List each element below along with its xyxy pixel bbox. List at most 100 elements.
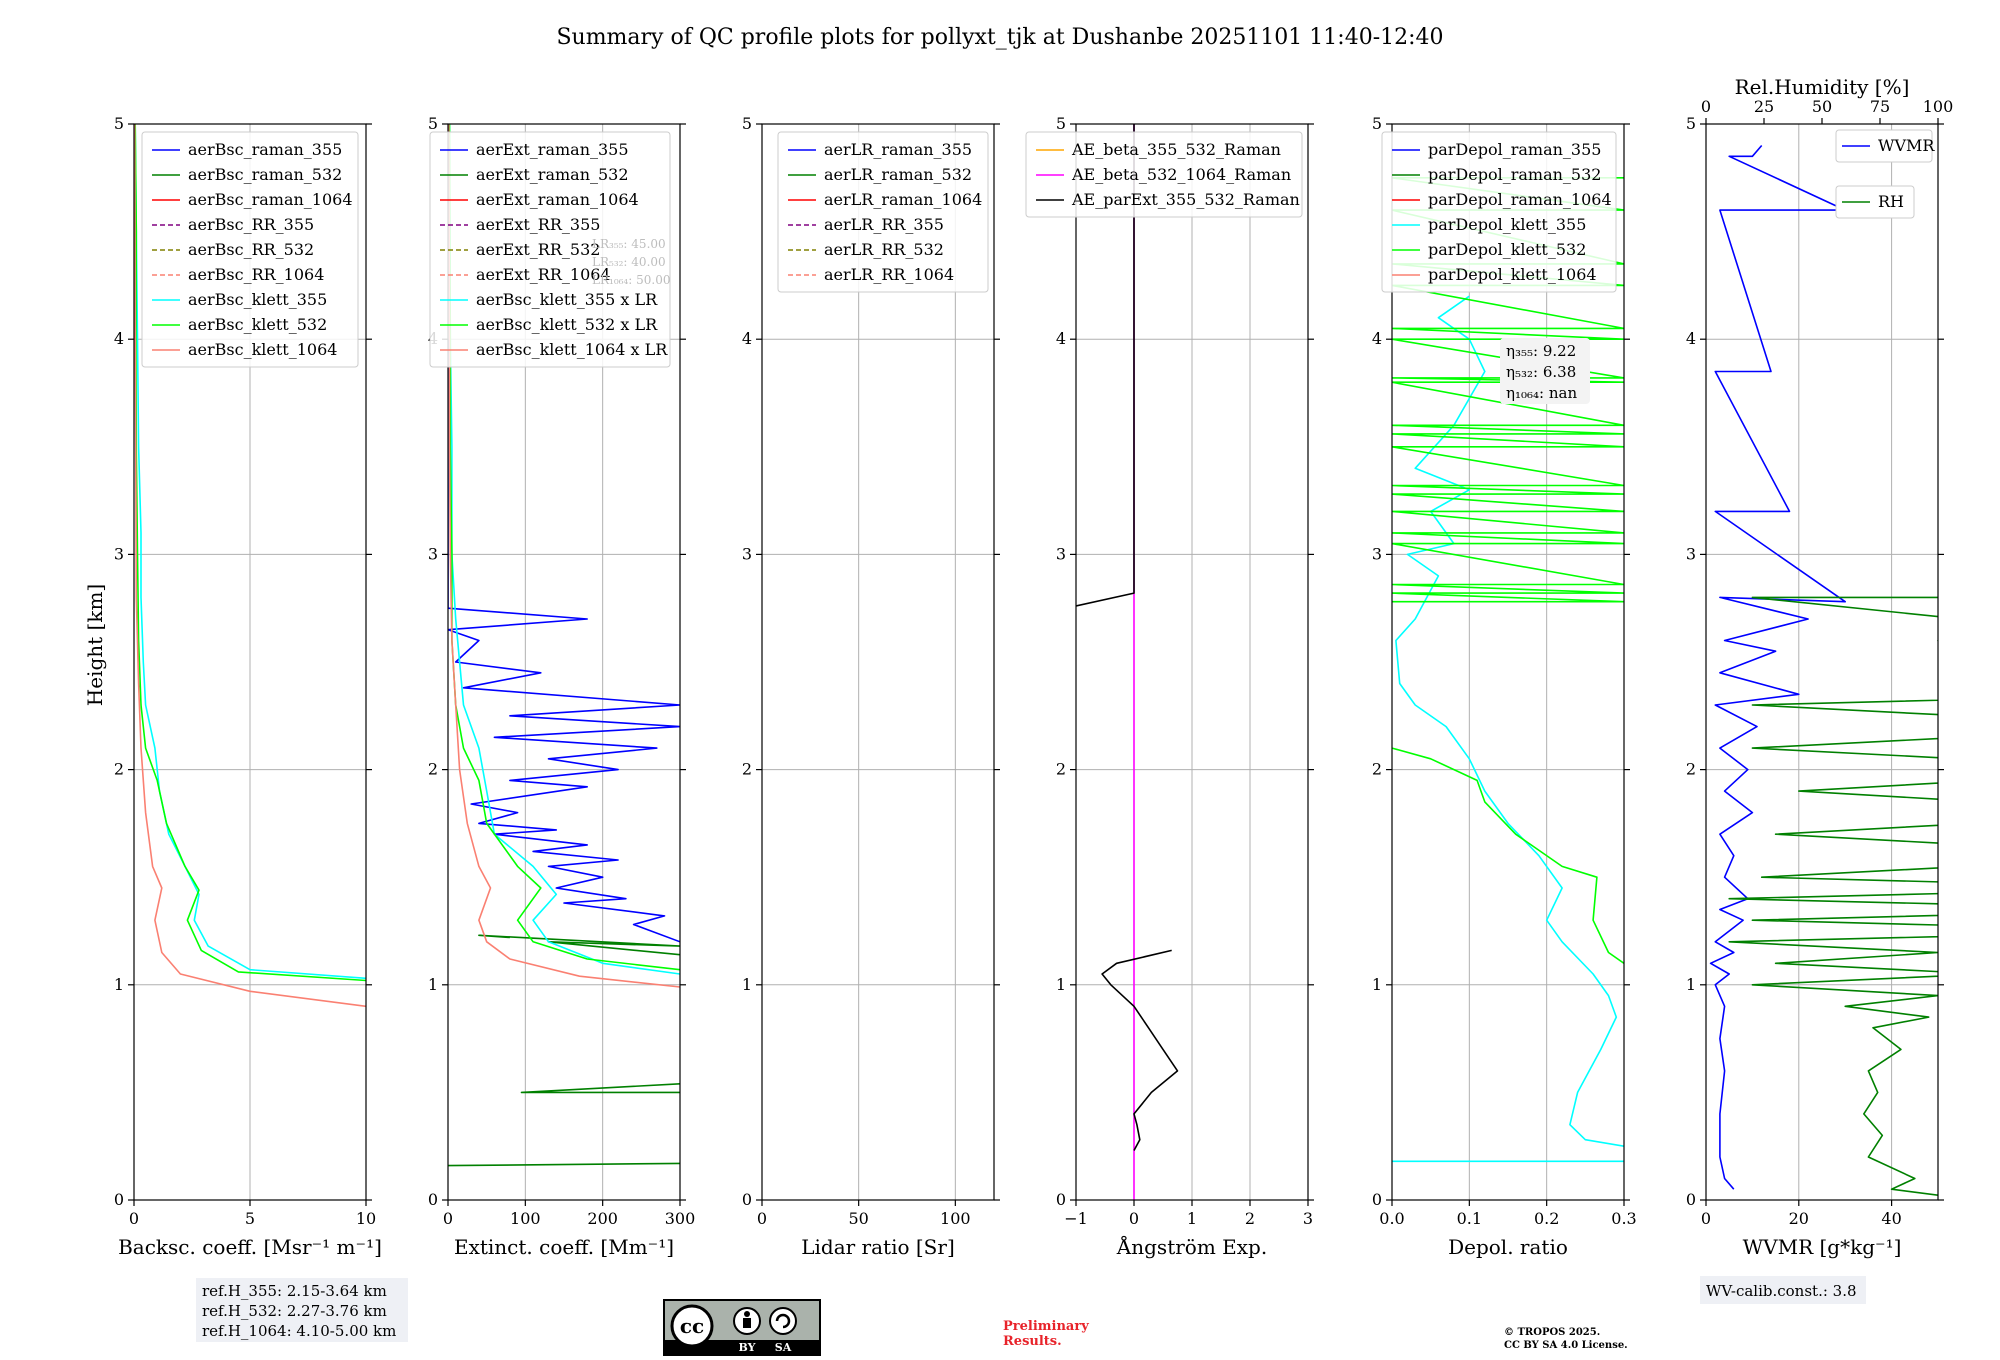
top-x-tick-label-wv: 50 [1812, 97, 1832, 116]
lidar-ratio-note: LR₁₀₆₄: 50.00 [592, 273, 670, 287]
y-tick-label-lr: 1 [742, 975, 752, 994]
legend-entry-ext: aerBsc_klett_355 x LR [476, 290, 658, 309]
series-group-wv [1709, 144, 1938, 1197]
x-axis-label-ae: Ångström Exp. [1116, 1234, 1267, 1259]
legend-box-bsc [141, 131, 359, 368]
x-tick-label-ae: 0 [1129, 1209, 1139, 1228]
legend-entry-ext: aerExt_raman_1064 [476, 190, 639, 209]
x-tick-label-wv: 20 [1789, 1209, 1809, 1228]
y-tick-label-depol: 2 [1372, 760, 1382, 779]
legend-box-depol [1381, 131, 1617, 293]
legend-entry-bsc: aerBsc_RR_1064 [188, 265, 324, 284]
legend-entry-bsc: aerBsc_raman_355 [188, 140, 342, 159]
x-axis-label-ext: Extinct. coeff. [Mm⁻¹] [454, 1235, 674, 1259]
y-tick-label-ext: 0 [428, 1190, 438, 1209]
series-aerExt_raman_532_b [520, 1083, 680, 1094]
y-tick-label-lr: 5 [742, 114, 752, 133]
series-group-ext [448, 124, 680, 1167]
legend-entry-depol: parDepol_klett_532 [1428, 240, 1586, 259]
series-group-ae [1076, 124, 1179, 1200]
series-parDepol_klett_532 [1392, 747, 1624, 964]
legend-entry-lr: aerLR_RR_355 [824, 215, 944, 234]
ref-height-355: ref.H_355: 2.15-3.64 km [202, 1282, 387, 1300]
y-tick-label-wv: 4 [1686, 329, 1696, 348]
y-tick-label-depol: 5 [1372, 114, 1382, 133]
legend-bsc: aerBsc_raman_355 aerBsc_raman_532 aerBsc_r… [141, 131, 359, 368]
y-tick-label-ae: 4 [1056, 329, 1066, 348]
legend-entry-lr: aerLR_raman_355 [824, 140, 972, 159]
legend-entry-wv: RH [1878, 192, 1904, 211]
y-tick-label-lr: 2 [742, 760, 752, 779]
x-tick-label-bsc: 0 [129, 1209, 139, 1228]
legend-entry-bsc: aerBsc_raman_532 [188, 165, 342, 184]
x-tick-label-bsc: 10 [356, 1209, 376, 1228]
y-tick-label-ae: 1 [1056, 975, 1066, 994]
series-aerExt_raman_532 [448, 1162, 680, 1167]
y-tick-label-ae: 0 [1056, 1190, 1066, 1209]
top-x-tick-label-wv: 100 [1923, 97, 1954, 116]
x-tick-label-lr: 100 [940, 1209, 971, 1228]
x-tick-label-depol: 0.2 [1534, 1209, 1559, 1228]
x-tick-label-wv: 0 [1701, 1209, 1711, 1228]
panel-depol: 0.0 0.1 0.2 0.3 0 1 2 3 4 5 Depol. ratio parDepol_r… [1372, 114, 1637, 1259]
x-tick-label-ae: −1 [1064, 1209, 1088, 1228]
lidar-ratio-note: LR₅₃₂: 40.00 [592, 255, 666, 269]
x-tick-label-ae: 2 [1245, 1209, 1255, 1228]
by-label: BY [739, 1341, 756, 1354]
legend-entry-lr: aerLR_RR_532 [824, 240, 944, 259]
cc-icon [670, 1304, 714, 1348]
y-tick-label-wv: 0 [1686, 1190, 1696, 1209]
axes-frame-depol [1391, 123, 1625, 1201]
x-tick-label-ext: 0 [443, 1209, 453, 1228]
x-axis-label-bsc: Backsc. coeff. [Msr⁻¹ m⁻¹] [118, 1235, 382, 1259]
reference-heights-box: ref.H_355: 2.15-3.64 km ref.H_532: 2.27-… [196, 1278, 408, 1342]
legend-box-wv [1835, 185, 1915, 219]
x-tick-label-lr: 0 [757, 1209, 767, 1228]
legend-entry-ext: aerExt_RR_1064 [476, 265, 611, 284]
y-axis-label: Height [km] [83, 584, 107, 706]
panel-lr: 0 50 100 0 1 2 3 4 5 Lidar ratio [Sr] aerLR_raman_… [742, 114, 1000, 1259]
top-x-tick-label-wv: 25 [1754, 97, 1774, 116]
x-tick-label-ext: 200 [587, 1209, 618, 1228]
legend-entry-bsc: aerBsc_klett_532 [188, 315, 327, 334]
copyright-line2: CC BY SA 4.0 License. [1504, 1340, 1628, 1351]
legend-entry-ext: aerBsc_klett_532 x LR [476, 315, 658, 334]
x-axis-label-depol: Depol. ratio [1448, 1235, 1568, 1259]
series-parDepol_klett_355 [1395, 295, 1624, 1147]
top-x-tick-label-wv: 75 [1870, 97, 1890, 116]
legend-entry-bsc: aerBsc_klett_1064 [188, 340, 337, 359]
legend-entry-lr: aerLR_RR_1064 [824, 265, 954, 284]
x-tick-label-depol: 0.1 [1457, 1209, 1482, 1228]
legend-entry-ext: aerExt_raman_532 [476, 165, 629, 184]
legend-box-ext [429, 131, 671, 368]
legend-wv-RH: RH [1835, 185, 1915, 219]
y-tick-label-lr: 4 [742, 329, 752, 348]
legend-entry-depol: parDepol_raman_355 [1428, 140, 1601, 159]
sa-share-icon [769, 1307, 797, 1335]
series-aerExt_raman_532_c [478, 934, 680, 956]
legend-entry-wv: WVMR [1878, 136, 1935, 155]
x-tick-label-ext: 100 [510, 1209, 541, 1228]
y-tick-label-lr: 0 [742, 1190, 752, 1209]
series-group-bsc [134, 124, 366, 1008]
y-tick-label-ext: 1 [428, 975, 438, 994]
series-WVMR [1709, 144, 1846, 1190]
x-tick-label-depol: 0.3 [1611, 1209, 1636, 1228]
legend-entry-depol: parDepol_raman_1064 [1428, 190, 1612, 209]
x-tick-label-ext: 300 [665, 1209, 696, 1228]
legend-box-lr [777, 131, 989, 293]
y-tick-label-ae: 3 [1056, 544, 1066, 563]
series-aerBsc_klett_355 [134, 124, 366, 980]
wv-calibration-box: WV-calib.const.: 3.8 [1700, 1276, 1866, 1304]
y-tick-label-depol: 4 [1372, 329, 1382, 348]
legend-entry-lr: aerLR_raman_532 [824, 165, 972, 184]
wv-calibration-constant: WV-calib.const.: 3.8 [1706, 1282, 1857, 1300]
x-tick-label-wv: 40 [1881, 1209, 1901, 1228]
series-AE_parExt_355_532_Raman_b [1076, 124, 1135, 607]
y-tick-label-ext: 3 [428, 544, 438, 563]
series-aerBsc_klett_1064 x LR [448, 124, 680, 988]
copyright-line1: © TROPOS 2025. [1504, 1327, 1600, 1338]
